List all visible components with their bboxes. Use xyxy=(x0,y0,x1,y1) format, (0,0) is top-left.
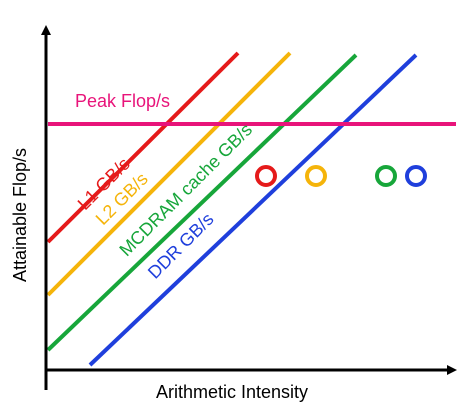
marker-2 xyxy=(305,165,327,187)
ceiling-line-group: Peak Flop/s xyxy=(48,91,456,126)
y-axis-label: Attainable Flop/s xyxy=(10,148,30,282)
x-axis-label: Arithmetic Intensity xyxy=(156,382,308,402)
series-lines xyxy=(46,51,418,367)
series-line-4 xyxy=(88,53,418,367)
series-line-1 xyxy=(46,51,240,244)
series-line-2 xyxy=(46,51,292,297)
peak-flops-label: Peak Flop/s xyxy=(75,91,170,111)
marker-4 xyxy=(405,165,427,187)
marker-3 xyxy=(375,165,397,187)
marker-1 xyxy=(255,165,277,187)
markers-group xyxy=(255,165,427,187)
series-line-3 xyxy=(46,53,358,352)
